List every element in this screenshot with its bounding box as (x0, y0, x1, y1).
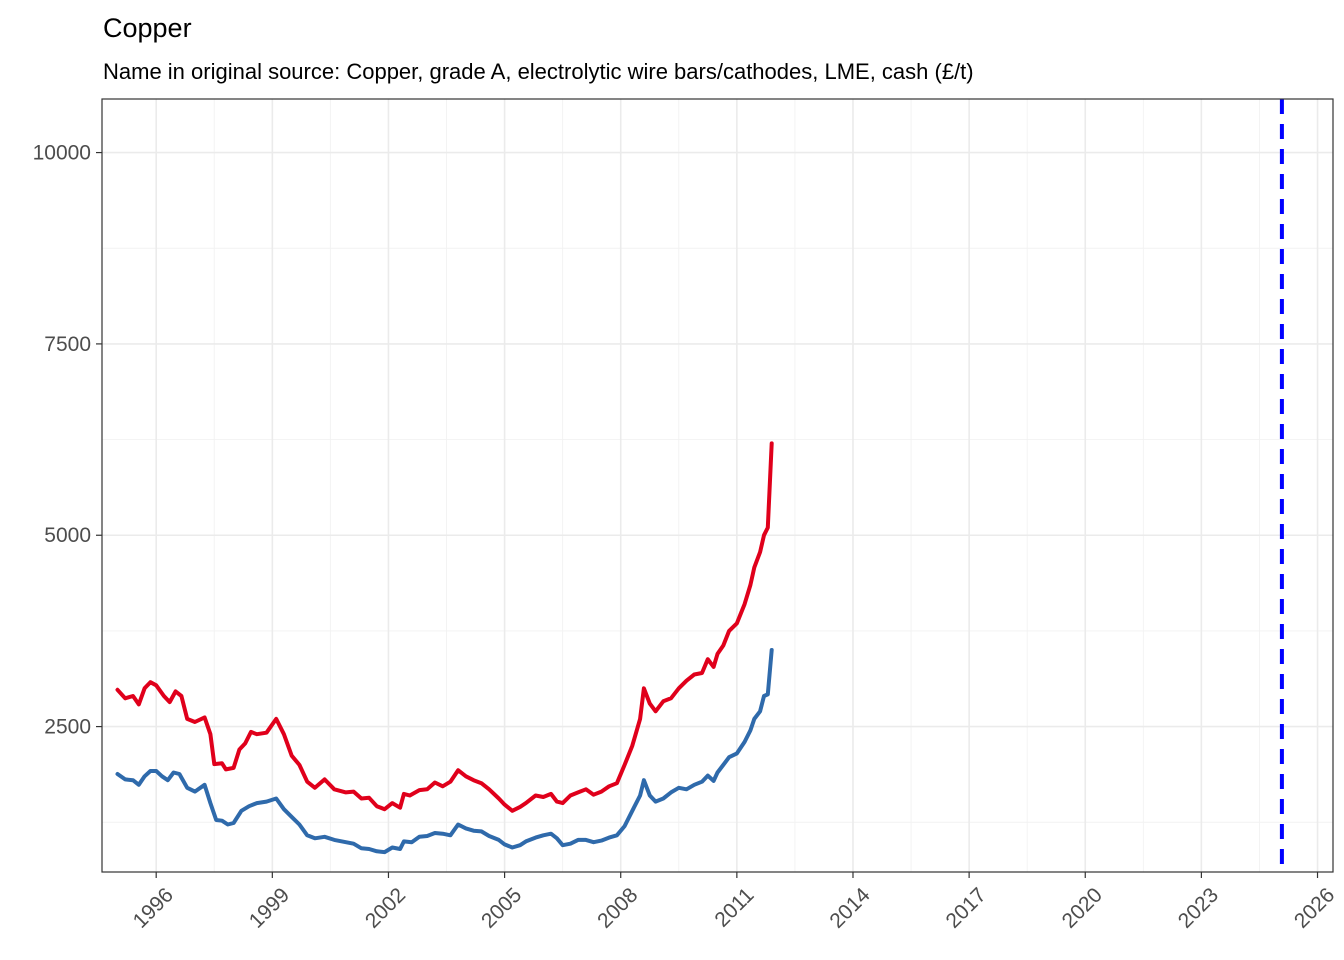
chart-subtitle: Name in original source: Copper, grade A… (103, 59, 974, 84)
chart-title: Copper (103, 13, 192, 43)
x-tick-label: 2017 (942, 883, 991, 932)
series-layer (115, 441, 774, 855)
plot-panel (101, 98, 1334, 873)
x-tick-label: 2011 (710, 883, 758, 931)
series-line-1 (115, 441, 774, 813)
x-tick-label: 2005 (477, 883, 526, 932)
series-line-2 (115, 648, 774, 855)
x-tick-label: 2002 (361, 883, 410, 932)
y-tick-label: 2500 (44, 716, 91, 739)
x-tick-label: 2020 (1058, 883, 1107, 932)
y-tick-label: 7500 (44, 333, 91, 356)
x-tick-label: 2023 (1174, 883, 1223, 932)
x-tick-label: 2008 (593, 883, 642, 932)
x-tick-label: 1999 (245, 883, 294, 932)
x-tick-label: 2014 (825, 883, 875, 933)
y-tick-label: 10000 (33, 142, 91, 165)
grid (102, 99, 1333, 872)
y-tick-label: 5000 (44, 524, 91, 547)
x-tick-label: 1996 (129, 883, 178, 932)
x-tick-label: 2026 (1290, 883, 1339, 932)
